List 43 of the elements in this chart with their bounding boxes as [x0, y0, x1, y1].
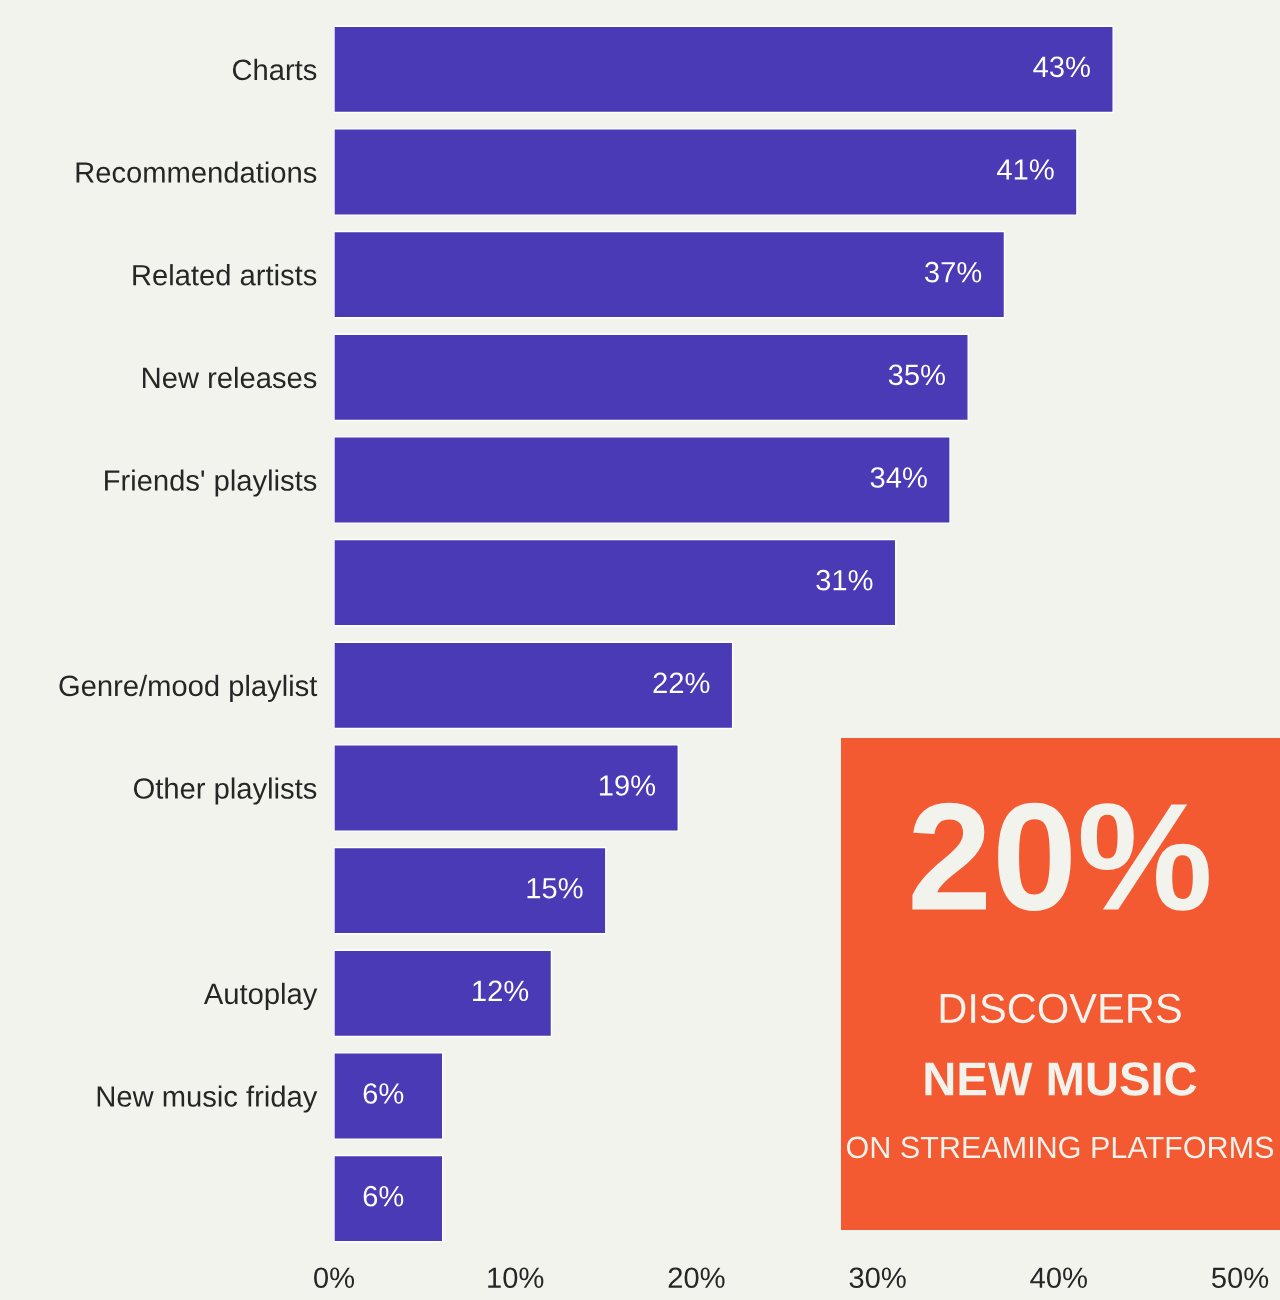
bar	[334, 846, 607, 935]
y-tick-label: New releases	[143, 366, 317, 389]
bar	[334, 538, 897, 627]
y-tick-label: Friends' playlists	[105, 469, 317, 497]
annotation: 20%	[912, 802, 1209, 912]
x-tick-label: 50%	[1211, 1267, 1269, 1289]
y-tick-label: New music friday	[97, 1085, 318, 1113]
annotation: NEW MUSIC	[925, 1062, 1197, 1096]
data-label: 34%	[870, 467, 927, 488]
data-label: 35%	[888, 364, 945, 386]
y-tick-label: Autoplay	[203, 982, 318, 1010]
bar	[334, 436, 951, 524]
y-tick-label: Charts	[232, 58, 317, 81]
y-tick-label: Other playlists	[133, 777, 317, 805]
bar	[334, 128, 1078, 216]
y-tick-label: Recommendations	[76, 161, 317, 183]
bar	[334, 641, 734, 730]
data-label: 37%	[925, 261, 982, 283]
x-tick-label: 40%	[1030, 1267, 1087, 1289]
data-label: 19%	[599, 775, 656, 796]
bar	[334, 949, 553, 1038]
bar	[334, 25, 1114, 114]
data-label: 12%	[473, 980, 529, 1002]
y-tick-label: Related artists	[133, 264, 317, 286]
bar	[334, 1052, 444, 1140]
annotation: ON STREAMING PLATFORMS	[846, 1136, 1274, 1159]
x-tick-label: 10%	[488, 1267, 544, 1289]
data-label: 6%	[363, 1083, 404, 1104]
y-tick-label: Genre/mood playlist	[59, 674, 318, 702]
data-label: 43%	[1033, 56, 1090, 78]
data-label: 15%	[527, 877, 583, 899]
x-tick-label: 0%	[314, 1267, 355, 1289]
bar	[334, 230, 1006, 319]
data-label: 31%	[816, 569, 873, 591]
data-label: 6%	[363, 1185, 404, 1207]
data-label: 22%	[653, 672, 710, 694]
bar	[334, 333, 969, 422]
annotation: DISCOVERS	[940, 993, 1181, 1024]
bar	[334, 1154, 444, 1243]
x-tick-label: 20%	[668, 1267, 725, 1289]
bar	[334, 744, 679, 832]
data-label: 41%	[997, 159, 1054, 180]
x-tick-label: 30%	[849, 1267, 906, 1289]
